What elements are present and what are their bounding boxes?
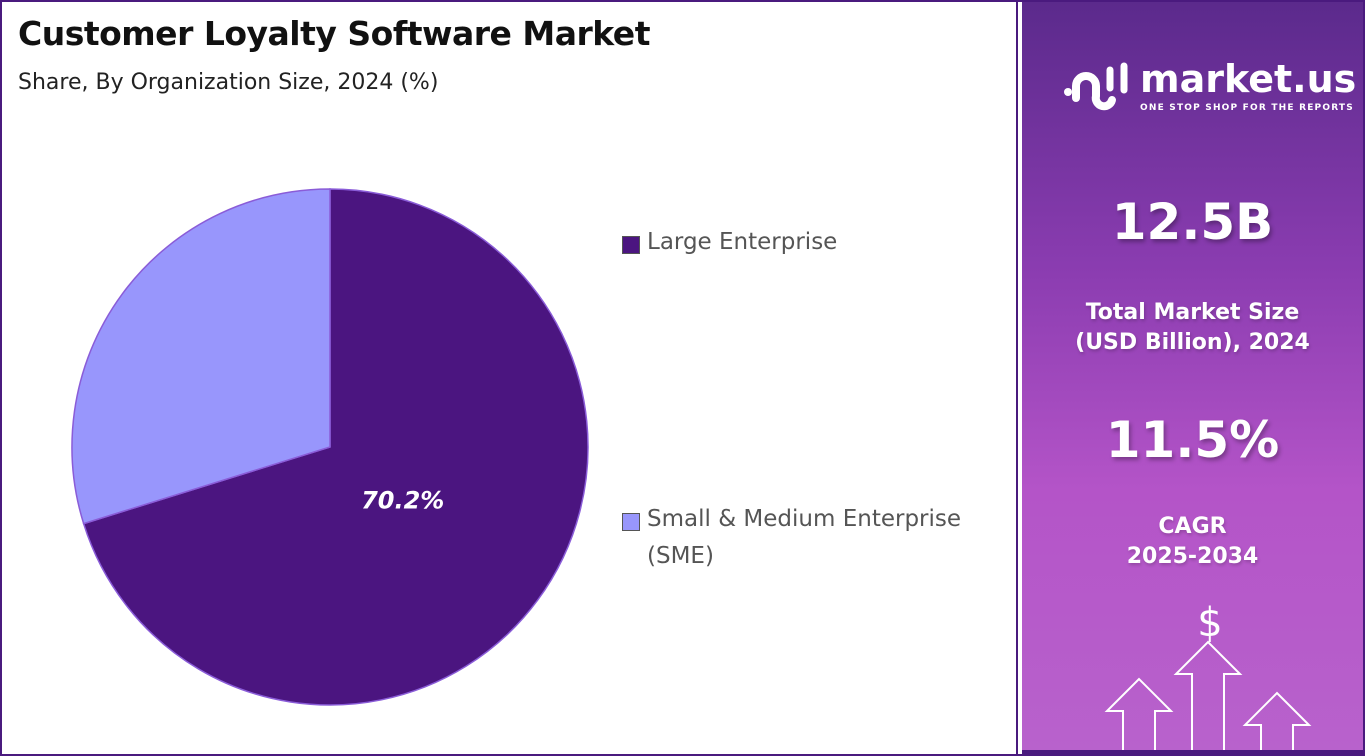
market-size-label-line2: (USD Billion), 2024 — [1075, 330, 1310, 355]
legend-swatch-large-enterprise — [622, 236, 640, 254]
cagr-label-line2: 2025-2034 — [1126, 544, 1259, 569]
dollar-arrows-up-icon: $ — [1104, 600, 1312, 754]
market-size-value: 12.5B — [1111, 193, 1274, 251]
pie-slice-1 — [71, 188, 331, 525]
cagr-value: 11.5% — [1105, 411, 1280, 469]
market-size-label-line1: Total Market Size — [1085, 300, 1300, 325]
chart-title: Customer Loyalty Software Market — [18, 14, 650, 53]
logo-tagline: ONE STOP SHOP FOR THE REPORTS — [1140, 103, 1354, 113]
pie-chart: 70.2% — [71, 188, 589, 706]
data-label-0: 70.2% — [361, 487, 444, 515]
legend-swatch-sme — [622, 513, 640, 531]
chart-area: Customer Loyalty Software Market Share, … — [2, 2, 1018, 754]
svg-text:$: $ — [1197, 600, 1222, 646]
logo-icon — [1064, 62, 1128, 111]
legend-label-large-enterprise: Large Enterprise — [647, 229, 838, 255]
logo-name: market.us — [1140, 57, 1357, 101]
legend-label-sme-line1: Small & Medium Enterprise — [647, 506, 962, 532]
cagr-label-line1: CAGR — [1158, 514, 1227, 539]
summary-panel: market.us ONE STOP SHOP FOR THE REPORTS … — [1022, 2, 1363, 754]
bottom-bar — [1022, 750, 1363, 754]
legend-label-sme-line2: (SME) — [647, 543, 714, 569]
chart-subtitle: Share, By Organization Size, 2024 (%) — [18, 70, 439, 95]
pie-slice-0 — [82, 188, 589, 706]
